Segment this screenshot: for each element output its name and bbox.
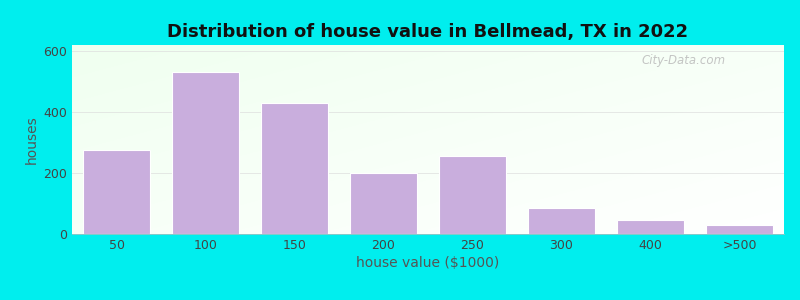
Bar [439, 156, 506, 234]
Title: Distribution of house value in Bellmead, TX in 2022: Distribution of house value in Bellmead,… [167, 23, 689, 41]
Bar [83, 150, 150, 234]
Bar [706, 225, 773, 234]
Bar [261, 103, 328, 234]
Bar [350, 173, 417, 234]
Bar [617, 220, 684, 234]
Text: City-Data.com: City-Data.com [642, 55, 726, 68]
Y-axis label: houses: houses [25, 115, 39, 164]
Bar [528, 208, 595, 234]
X-axis label: house value ($1000): house value ($1000) [356, 256, 500, 270]
Bar [172, 72, 239, 234]
